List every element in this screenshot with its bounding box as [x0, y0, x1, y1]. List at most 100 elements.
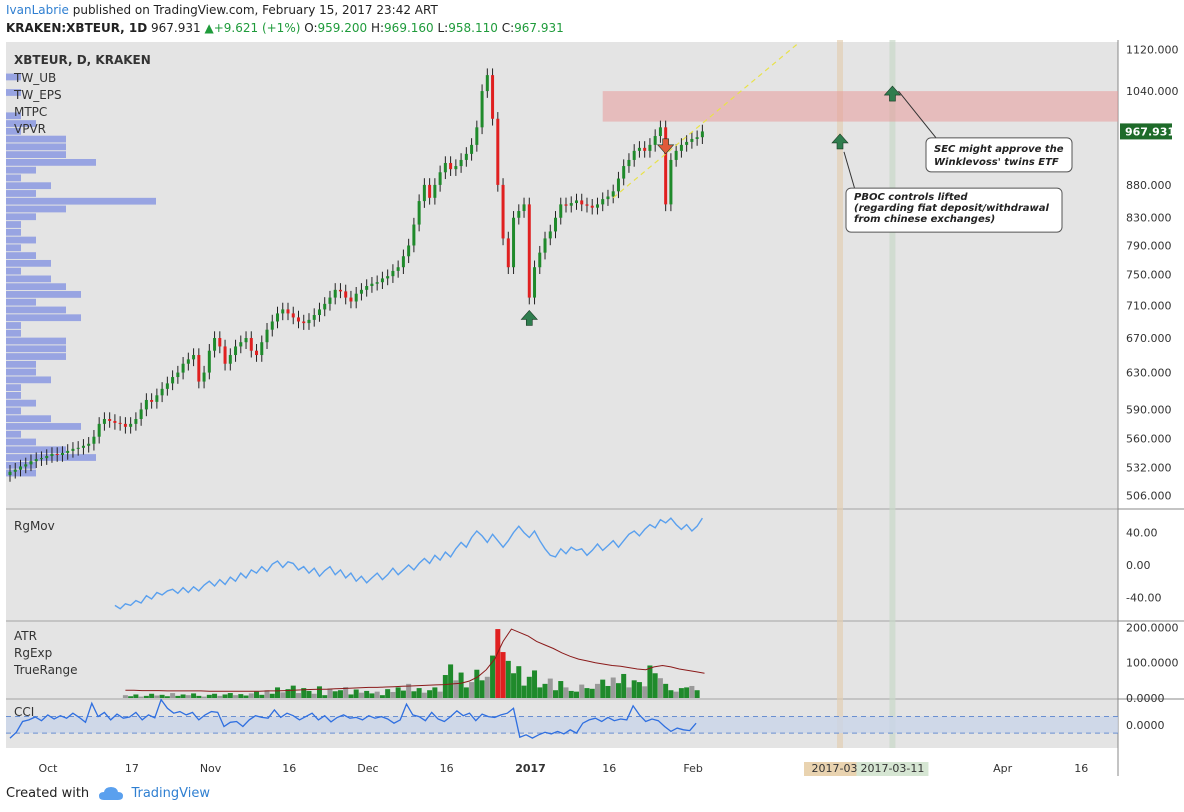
volume-profile-bar: [6, 120, 36, 127]
price-tick-label: 830.000: [1126, 212, 1172, 225]
candle-body: [8, 471, 12, 475]
truerange-bar: [264, 690, 270, 698]
candle-body: [548, 231, 552, 239]
trendline: [612, 44, 798, 199]
callout-text-pboc: from chinese exchanges): [854, 214, 995, 225]
truerange-bar: [453, 680, 459, 698]
truerange-bar: [673, 691, 679, 698]
truerange-bar: [684, 687, 690, 698]
price-tick-label: 750.000: [1126, 269, 1172, 282]
candle-body: [459, 159, 463, 167]
cci-tick-label: 0.0000: [1126, 719, 1165, 732]
candle-body: [496, 118, 500, 185]
candle-body: [81, 445, 85, 448]
candle-body: [664, 127, 668, 205]
chart-area[interactable]: SEC might approve the Winklevoss' twins E…: [0, 40, 1184, 780]
candle-body: [359, 289, 363, 294]
resistance-zone: [602, 91, 1118, 122]
candle-body: [338, 289, 342, 292]
candle-body: [76, 447, 80, 449]
candle-body: [87, 443, 91, 446]
truerange-bar: [652, 673, 658, 698]
candle-body: [695, 137, 699, 139]
candle-body: [517, 211, 521, 218]
truerange-bar: [400, 690, 406, 698]
indicator-label: TW_UB: [13, 71, 56, 85]
candle-body: [622, 166, 626, 179]
truerange-bar: [248, 693, 254, 698]
candle-body: [139, 409, 143, 420]
price-tick-label: 630.000: [1126, 367, 1172, 380]
candle-body: [165, 383, 169, 389]
truerange-bar: [337, 690, 343, 698]
ohlc-bar: KRAKEN:XBTEUR, 1D 967.931 ▲+9.621 (+1%) …: [6, 21, 564, 35]
candle-body: [123, 423, 127, 427]
cci-line: [9, 698, 697, 739]
truerange-bar: [689, 685, 695, 698]
price-change: +9.621 (+1%): [213, 21, 301, 35]
atr-legend-label: TrueRange: [13, 663, 78, 677]
open-value: 959.200: [317, 21, 368, 35]
volume-profile-bar: [6, 283, 66, 291]
candle-body: [150, 399, 154, 402]
price-tick-label: 1040.000: [1126, 85, 1179, 98]
truerange-bar: [584, 688, 590, 698]
atr-line: [125, 628, 705, 692]
low-value: 958.110: [448, 21, 498, 35]
candle-body: [443, 162, 447, 173]
truerange-bar: [678, 688, 684, 698]
truerange-bar: [573, 691, 579, 698]
candle-body: [291, 313, 295, 318]
truerange-bar: [180, 694, 186, 698]
candle-body: [265, 329, 269, 343]
price-tick-label: 790.000: [1126, 239, 1172, 252]
candle-body: [118, 422, 122, 424]
tradingview-cloud-icon: [99, 786, 124, 800]
truerange-bar: [474, 669, 480, 698]
truerange-bar: [343, 687, 349, 698]
truerange-bar: [201, 696, 207, 698]
truerange-bar: [138, 696, 144, 698]
symbol-label: KRAKEN:XBTEUR, 1D: [6, 21, 148, 35]
candle-body: [512, 217, 516, 268]
candle-body: [218, 338, 222, 347]
volume-profile-bar: [6, 454, 96, 461]
candle-body: [244, 338, 248, 343]
cci-band: [6, 716, 1118, 734]
last-price: 967.931: [151, 21, 201, 35]
author-link[interactable]: IvanLabrie: [6, 3, 69, 17]
candle-body: [538, 252, 542, 268]
candle-body: [475, 127, 479, 145]
candle-body: [485, 75, 489, 92]
truerange-bar: [537, 687, 543, 698]
candle-body: [433, 184, 437, 198]
time-tick-label: 2017-03-0: [812, 762, 869, 775]
candle-body: [417, 201, 421, 225]
candle-body: [658, 127, 662, 137]
truerange-bar: [164, 696, 170, 698]
candle-body: [207, 350, 211, 373]
candle-body: [380, 278, 384, 283]
truerange-bar: [495, 629, 501, 698]
rgmov-tick-label: 0.00: [1126, 559, 1151, 572]
candle-body: [585, 204, 589, 206]
time-tick-label: 17: [125, 762, 139, 775]
indicator-label: MTPC: [14, 105, 47, 119]
tradingview-link[interactable]: TradingView: [131, 786, 210, 801]
volume-profile-bar: [6, 407, 21, 415]
truerange-bar: [306, 690, 312, 698]
volume-profile-bar: [6, 213, 36, 221]
truerange-bar: [406, 683, 412, 698]
down-arrow-icon: [656, 138, 675, 155]
truerange-bar: [526, 676, 532, 698]
candle-body: [328, 297, 332, 304]
rgmov-title: RgMov: [14, 519, 55, 533]
candle-body: [192, 355, 196, 360]
volume-profile-bar: [6, 275, 51, 283]
truerange-bar: [238, 694, 244, 698]
truerange-bar: [626, 687, 632, 698]
candle-body: [34, 459, 38, 462]
candle-body: [491, 75, 495, 119]
candle-body: [144, 399, 148, 410]
truerange-bar: [295, 693, 301, 698]
